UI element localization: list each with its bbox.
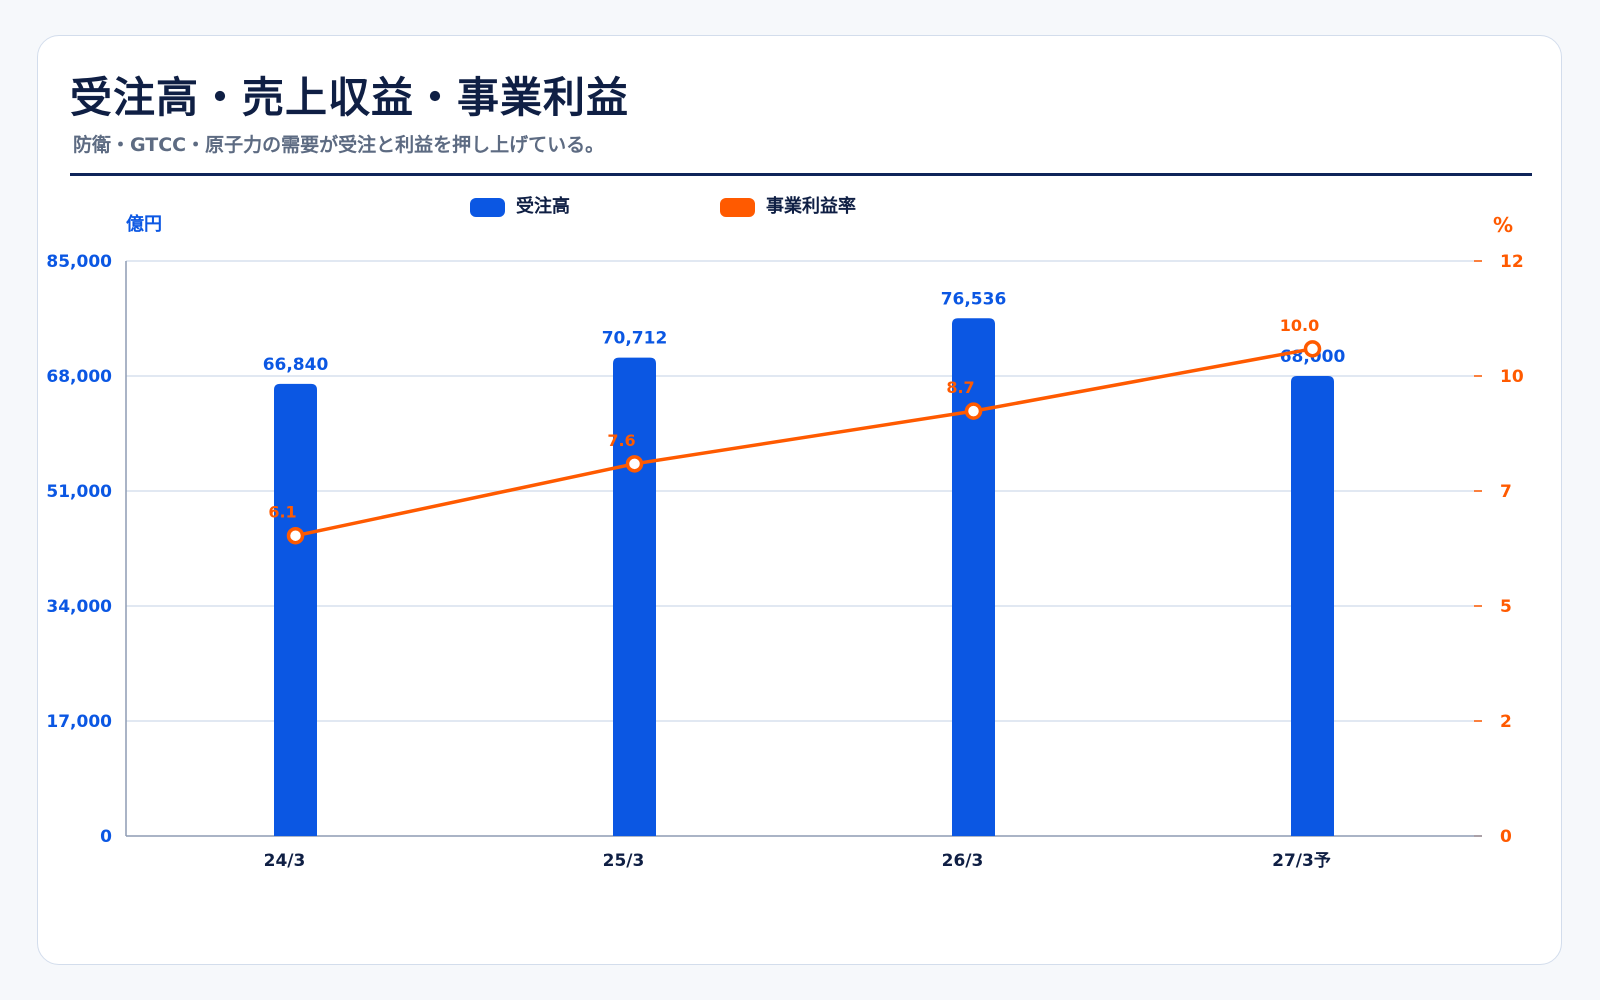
y-right-tick-label: 12 [1500,252,1524,272]
legend-swatch-line [720,198,755,217]
x-tick-label: 25/3 [603,851,645,871]
x-tick-label: 24/3 [264,851,306,871]
y-left-tick-label: 85,000 [46,252,112,272]
legend-label-line: 事業利益率 [766,195,856,217]
line-point [625,455,644,473]
line-point [964,402,983,420]
bar [1291,376,1334,836]
y-left-tick-label: 0 [100,827,112,847]
legend-swatch-bar [470,198,505,217]
legend-label-bar: 受注高 [516,195,570,217]
y-left-tick-label: 17,000 [46,712,112,732]
bar [274,383,317,836]
x-tick-label: 27/3予 [1272,851,1331,871]
bar-value-label: 66,840 [263,355,329,375]
y-left-tick-label: 51,000 [46,482,112,502]
y-right-tick-label: 0 [1500,827,1512,847]
y-left-tick-label: 68,000 [46,367,112,387]
line-point [1303,340,1322,358]
bar [613,357,656,836]
y-right-unit: % [1493,213,1513,237]
line-value-label: 7.6 [607,431,635,450]
y-right-tick-label: 2 [1500,712,1512,732]
x-tick-label: 26/3 [942,851,984,871]
line-value-label: 8.7 [946,378,974,397]
y-right-tick-label: 10 [1500,367,1524,387]
line-series [295,347,1313,538]
line-value-label: 10.0 [1280,316,1319,335]
bar-value-label: 70,712 [602,329,668,349]
bar-value-label: 76,536 [941,289,1007,309]
page-title: 受注高・売上収益・事業利益 [70,73,630,122]
y-left-unit: 億円 [126,213,162,235]
line-value-label: 6.1 [268,503,296,522]
line-point [286,526,305,545]
y-left-tick-label: 34,000 [46,597,112,617]
bar [952,318,995,836]
y-right-tick-label: 5 [1500,597,1512,617]
title-divider [70,173,1532,176]
y-right-tick-label: 7 [1500,482,1512,502]
page-subtitle: 防衛・GTCC・原子力の需要が受注と利益を押し上げている。 [73,134,605,156]
